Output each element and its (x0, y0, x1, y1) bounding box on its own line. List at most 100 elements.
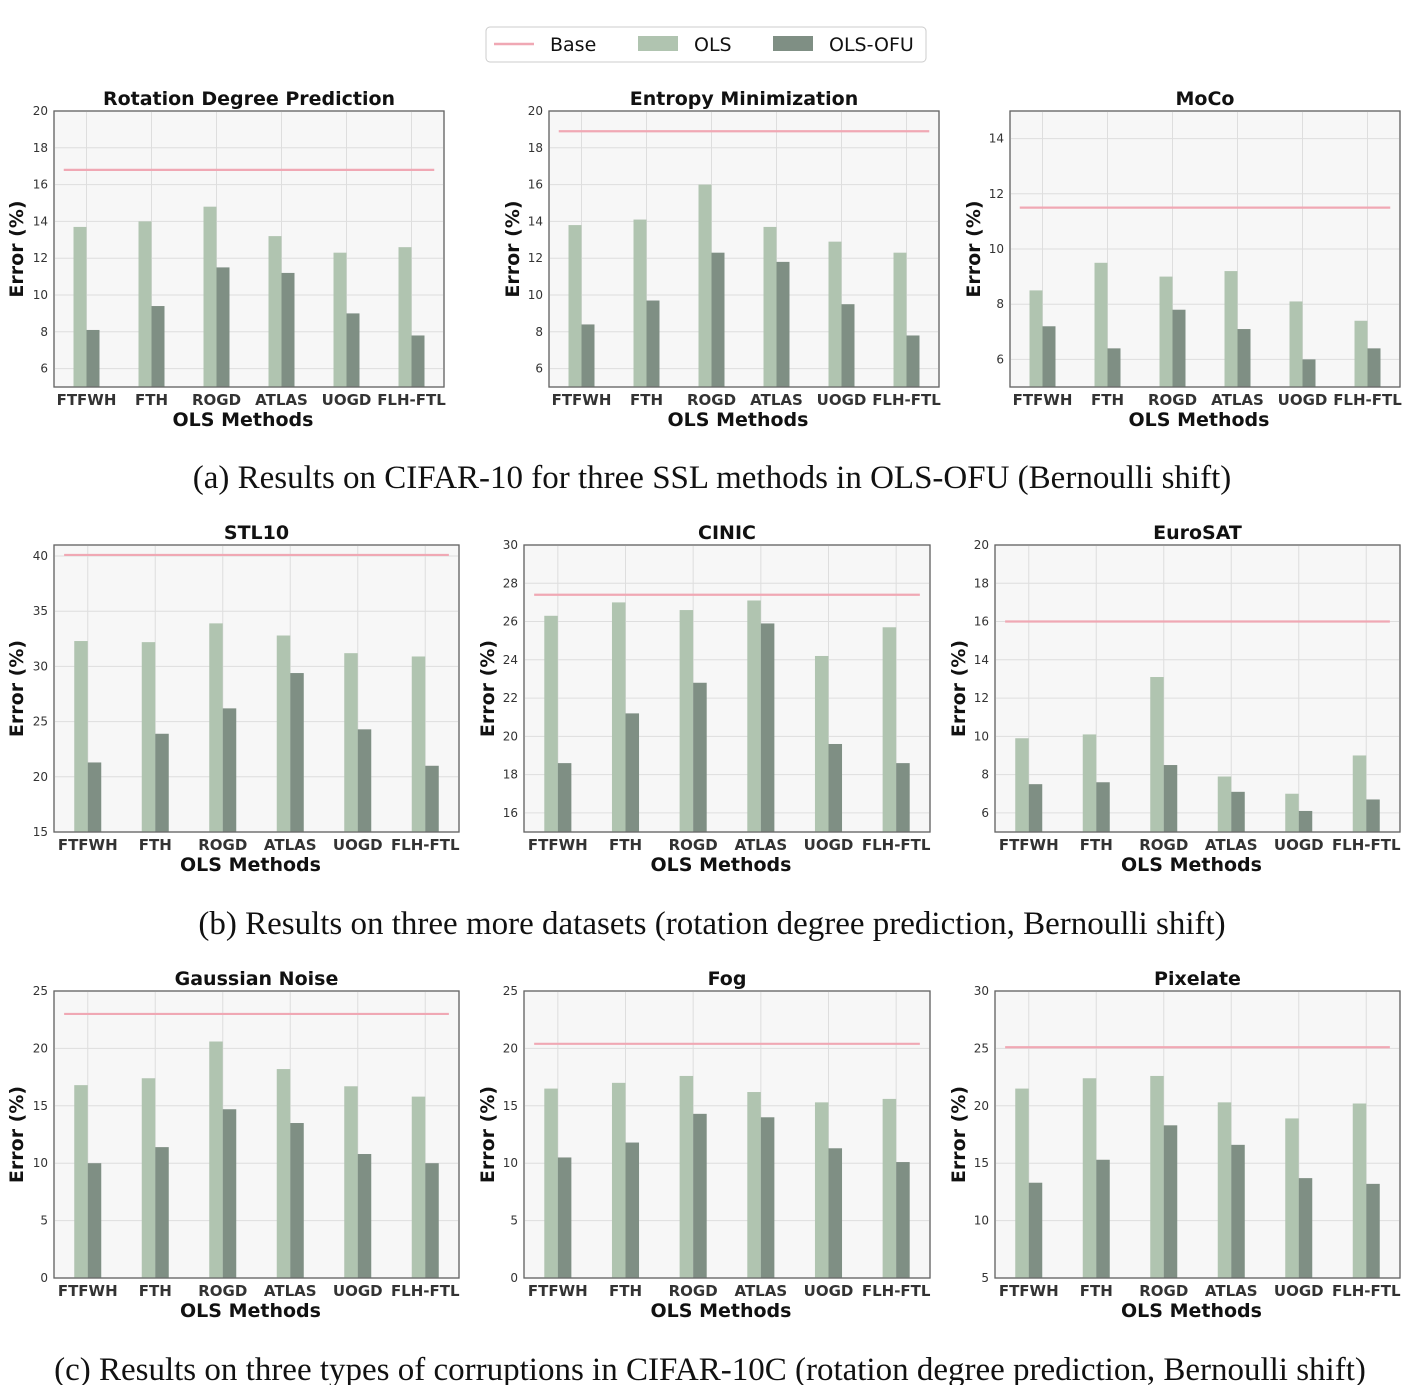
x-tick-label: ROGD (1139, 836, 1188, 854)
legend-ols-label: OLS (694, 34, 732, 56)
y-tick-label: 14 (33, 214, 48, 228)
y-tick-label: 20 (503, 729, 518, 743)
y-tick-label: 30 (974, 984, 989, 998)
x-tick-label: FLH-FTL (391, 1282, 460, 1300)
y-axis-label: Error (%) (477, 640, 499, 737)
chart-title: Pixelate (1154, 968, 1241, 990)
y-tick-label: 18 (33, 141, 48, 155)
y-tick-label: 8 (535, 325, 543, 339)
x-tick-label: ATLAS (735, 1282, 788, 1300)
y-tick-label: 20 (33, 770, 48, 784)
y-tick-label: 18 (974, 576, 989, 590)
y-tick-label: 14 (528, 214, 543, 228)
ols-ofu-bar-ftfwh (87, 762, 102, 832)
x-tick-label: FTFWH (999, 1282, 1059, 1300)
ols-bar-fth (633, 219, 647, 387)
ols-ofu-bar-rogd (693, 682, 707, 832)
x-tick-label: FTH (135, 391, 168, 409)
ols-ofu-bar-uogd (1302, 359, 1316, 387)
x-tick-label: ROGD (669, 836, 718, 854)
y-tick-label: 6 (535, 362, 543, 376)
legend-base-label: Base (550, 34, 596, 56)
x-axis-label: OLS Methods (1121, 1300, 1262, 1322)
x-tick-label: UOGD (1274, 836, 1324, 854)
y-tick-label: 10 (503, 1156, 518, 1170)
ols-ofu-bar-atlas (776, 261, 790, 387)
y-axis-label: Error (%) (502, 200, 524, 297)
ols-ofu-bar-uogd (1298, 1178, 1313, 1278)
ols-ofu-bar-flh-ftl (1367, 348, 1381, 387)
ols-bar-atlas (1217, 1102, 1232, 1278)
x-axis-label: OLS Methods (1121, 854, 1262, 876)
ols-bar-flh-ftl (882, 627, 897, 832)
x-tick-label: FTH (139, 1282, 172, 1300)
ols-ofu-bar-uogd (1298, 810, 1313, 832)
x-tick-label: FTH (139, 836, 172, 854)
chart-panels: 6 8 10 12 14 16 18 20 FTFWH FTH ROGD ATLAS UOGD FLH-F… (6, 88, 1402, 1322)
ols-bar-fth (611, 602, 626, 832)
y-axis-label: Error (%) (948, 640, 970, 737)
ols-ofu-bar-fth (1096, 782, 1110, 832)
x-axis-label: OLS Methods (180, 854, 321, 876)
ols-ofu-bar-atlas (760, 1117, 775, 1278)
plot-area (53, 110, 445, 388)
y-tick-label: 15 (503, 1099, 518, 1113)
ols-ofu-bar-uogd (357, 729, 372, 832)
y-axis-label: Error (%) (963, 200, 985, 297)
y-tick-label: 20 (33, 1041, 48, 1055)
chart-title: MoCo (1176, 88, 1235, 110)
caption-b: (b) Results on three more datasets (rota… (198, 906, 1225, 942)
x-tick-label: FTH (1080, 836, 1113, 854)
ols-bar-flh-ftl (411, 1096, 426, 1278)
ols-bar-ftfwh (544, 615, 558, 832)
x-tick-label: ROGD (1139, 1282, 1188, 1300)
ols-ofu-bar-rogd (1163, 1125, 1178, 1278)
y-tick-label: 28 (503, 576, 518, 590)
y-axis-label: Error (%) (6, 1086, 28, 1183)
ols-bar-ftfwh (1015, 1088, 1029, 1278)
ols-ofu-bar-flh-ftl (425, 1163, 439, 1278)
y-tick-label: 25 (974, 1041, 989, 1055)
y-tick-label: 10 (33, 1156, 48, 1170)
ols-bar-uogd (333, 252, 347, 387)
x-tick-label: UOGD (322, 391, 372, 409)
x-tick-label: FTH (630, 391, 663, 409)
x-tick-label: UOGD (333, 836, 383, 854)
chart-panel-5: 16 18 20 22 24 26 28 30 FTFWH FTH ROGD ATLAS UOGD FLH… (477, 522, 931, 876)
legend-ols-ofu-label: OLS-OFU (829, 34, 914, 56)
ols-bar-rogd (698, 184, 712, 387)
ols-bar-flh-ftl (398, 247, 412, 387)
y-tick-label: 30 (503, 538, 518, 552)
plot-area (523, 544, 931, 833)
ols-ofu-bar-atlas (281, 272, 295, 387)
ols-ofu-bar-ftfwh (1028, 784, 1043, 832)
chart-title: Entropy Minimization (630, 88, 858, 110)
x-tick-label: ROGD (687, 391, 736, 409)
x-axis-label: OLS Methods (1129, 409, 1270, 431)
ols-bar-uogd (814, 1102, 829, 1278)
y-tick-label: 16 (503, 806, 518, 820)
ols-ofu-bar-uogd (841, 304, 855, 387)
ols-ofu-bar-rogd (1163, 765, 1178, 832)
ols-bar-uogd (1285, 1118, 1299, 1278)
ols-bar-flh-ftl (1352, 1103, 1367, 1278)
chart-panel-9: 5 10 15 20 25 30 FTFWH FTH ROGD ATLAS UOGD FLH-FTL P… (948, 968, 1401, 1322)
ols-bar-ftfwh (73, 226, 87, 387)
chart-panel-4: 15 20 25 30 35 40 FTFWH FTH ROGD ATLAS UOGD FLH-FTL… (6, 522, 460, 876)
ols-ofu-bar-fth (155, 1147, 169, 1278)
y-tick-label: 12 (33, 251, 48, 265)
x-tick-label: ROGD (669, 1282, 718, 1300)
ols-bar-atlas (1224, 271, 1238, 387)
ols-bar-uogd (344, 653, 358, 832)
ols-ofu-bar-rogd (216, 267, 230, 387)
ols-bar-fth (1082, 1078, 1097, 1278)
chart-title: CINIC (698, 522, 756, 544)
plot-area (523, 990, 931, 1279)
y-tick-label: 5 (40, 1214, 48, 1228)
ols-ofu-bar-rogd (693, 1113, 707, 1278)
ols-ofu-bar-atlas (290, 673, 304, 832)
x-tick-label: UOGD (804, 836, 854, 854)
ols-ofu-bar-rogd (222, 708, 237, 832)
x-tick-label: FTH (1091, 391, 1124, 409)
chart-title: Gaussian Noise (175, 968, 339, 990)
